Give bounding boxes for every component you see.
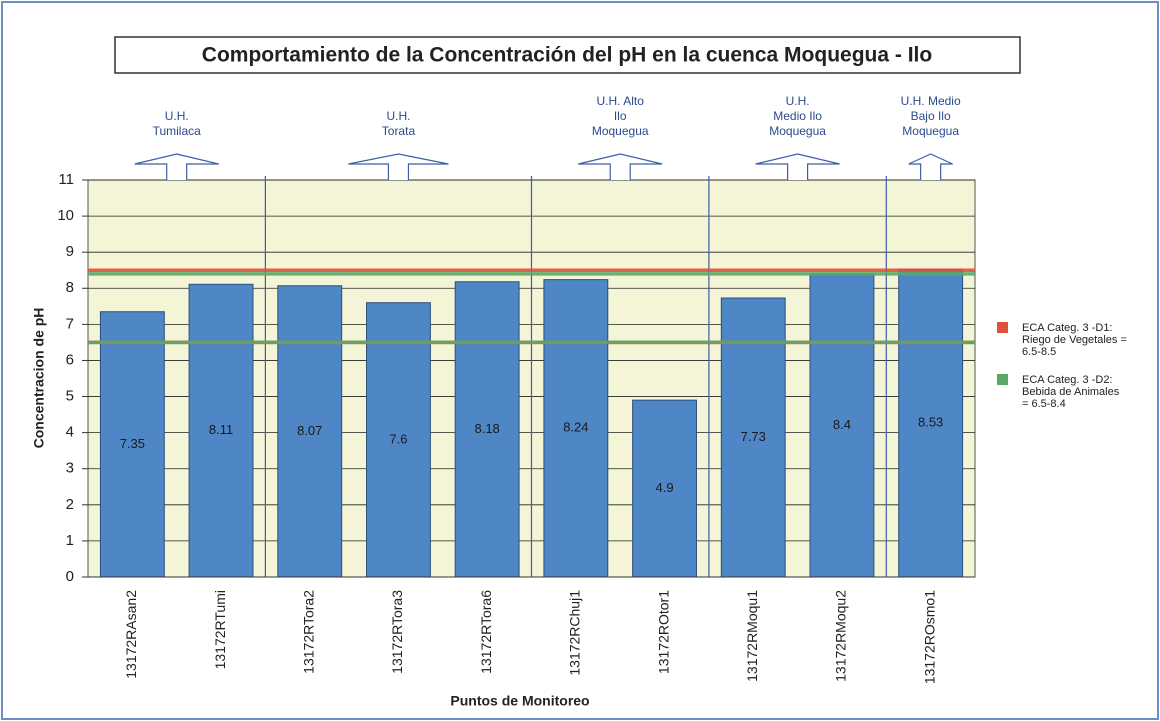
x-tick-label: 13172RMoqu2 [833,590,849,682]
value-label: 4.9 [656,480,674,495]
x-tick-label: 13172RTumi [212,590,228,669]
legend-swatch [997,374,1008,385]
x-tick-label: 13172RTora3 [389,590,405,674]
group-arrow [755,153,840,180]
x-tick-label: 13172ROsmo1 [921,590,937,684]
y-tick-label: 2 [66,496,74,513]
group-label: Moquegua [592,124,649,138]
bar [99,311,165,578]
value-label: 8.07 [297,423,322,438]
group-label: U.H. [165,109,189,123]
chart-title: Comportamiento de la Concentración del p… [202,44,932,67]
group-label: U.H. Alto [597,94,645,108]
y-tick-label: 1 [66,532,74,549]
group-label: U.H. Medio [901,94,961,108]
group-label: Moquegua [769,124,826,138]
legend-label: ECA Categ. 3 -D2: [1022,374,1113,386]
legend-label: Bebida de Animales [1022,386,1120,398]
group-label: Ilo [614,109,627,123]
y-tick-label: 5 [66,388,74,405]
value-label: 7.35 [120,436,145,451]
x-axis-label: Puntos de Monitoreo [450,693,589,709]
group-label: Moquegua [902,124,959,138]
y-tick-label: 11 [58,171,74,188]
y-axis-label: Concentracion de pH [31,308,47,449]
group-label: Medio Ilo [773,109,822,123]
group-label: Tumilaca [153,124,202,138]
legend-label: ECA Categ. 3 -D1: [1022,322,1113,334]
x-tick-label: 13172RTora2 [300,590,316,674]
value-label: 8.18 [474,421,499,436]
value-label: 8.24 [563,420,588,435]
title-box [114,36,1021,74]
group-label: U.H. [386,109,410,123]
value-label: 8.11 [209,422,233,437]
bar [543,279,609,578]
group-arrow [578,153,663,180]
bar [720,297,786,578]
y-tick-label: 8 [66,279,74,296]
value-label: 8.53 [918,415,943,430]
group-arrow [908,153,953,180]
y-tick-label: 9 [66,243,74,260]
y-tick-label: 0 [66,568,74,585]
y-tick-label: 10 [57,207,74,224]
group-label: Bajo Ilo [911,109,951,123]
bar [366,302,431,578]
x-tick-label: 13172RAsan2 [123,590,139,679]
x-tick-label: 13172RChuj1 [567,590,583,676]
y-tick-label: 7 [66,315,74,332]
bar [454,281,520,578]
bar [898,268,964,578]
group-arrow [348,153,449,180]
value-label: 8.4 [833,417,851,432]
y-tick-label: 3 [66,460,74,477]
group-arrow [134,153,219,180]
bar [277,285,343,578]
x-tick-label: 13172RMoqu1 [744,590,760,682]
value-label: 7.6 [389,431,407,446]
group-label: U.H. [786,94,810,108]
x-tick-label: 13172RTora6 [478,590,494,674]
y-tick-label: 6 [66,351,74,368]
legend-swatch [997,322,1008,333]
legend-label: = 6.5-8.4 [1022,398,1066,410]
legend-label: 6.5-8.5 [1022,346,1056,358]
y-tick-label: 4 [66,424,74,441]
group-label: Torata [382,124,416,138]
value-label: 7.73 [741,429,766,444]
x-tick-label: 13172ROtor1 [655,590,671,674]
bar [188,283,254,578]
legend-label: Riego de Vegetales = [1022,334,1127,346]
